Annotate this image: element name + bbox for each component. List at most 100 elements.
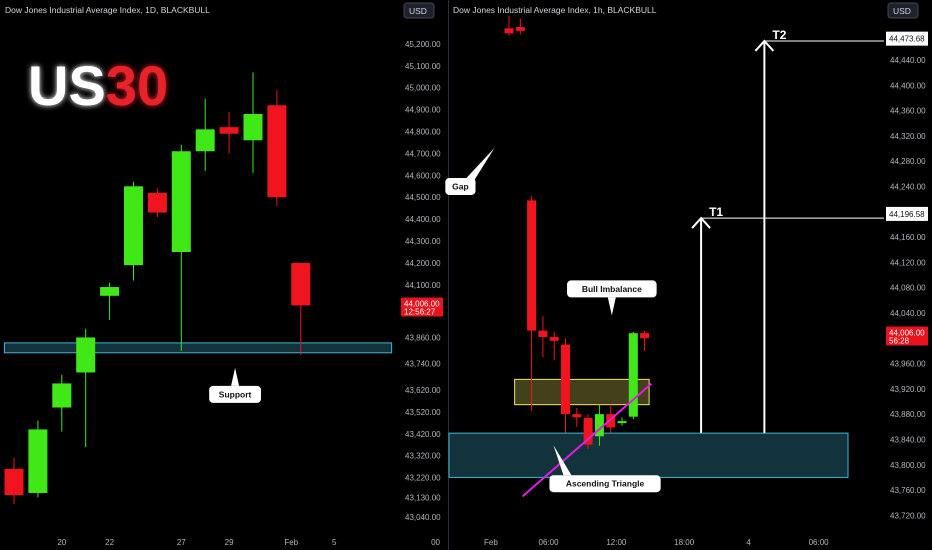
bull-imbalance-callout-box	[567, 280, 657, 298]
candle-body	[628, 333, 638, 417]
t1-level-label-bg	[886, 206, 928, 221]
ascending-triangle-callout-box	[549, 475, 661, 493]
left-currency-button[interactable]: USD	[403, 2, 435, 19]
price-tick-label: 44,040.00	[890, 309, 926, 318]
time-tick-label: 5	[332, 538, 337, 547]
candle-body	[640, 333, 650, 339]
price-tick-label: 44,500.00	[405, 193, 441, 202]
last-price-value: 44,006.00	[889, 328, 925, 337]
time-tick-label: 4	[746, 538, 751, 547]
right-chart-panel[interactable]: Dow Jones Industrial Average Index, 1h, …	[431, 2, 928, 547]
candle-body	[561, 344, 570, 415]
price-tick-label: 43,040.00	[405, 513, 441, 522]
price-tick-label: 43,800.00	[890, 461, 926, 470]
right-currency-label: USD	[893, 6, 911, 16]
price-tick-label: 44,360.00	[890, 107, 926, 116]
support-callout-label: Support	[219, 389, 252, 399]
candle-body	[291, 262, 311, 306]
candle-body	[267, 105, 287, 198]
candle-body	[219, 127, 239, 134]
us30-logo-us: US	[28, 54, 106, 117]
candle-body	[28, 429, 48, 493]
left-time-axis[interactable]: 20 22 27 29 Feb 5	[57, 538, 337, 547]
support-zone	[3, 342, 393, 354]
ascending-triangle-callout-label: Ascending Triangle	[566, 479, 645, 489]
price-tick-label: 44,160.00	[890, 233, 926, 242]
candle-body	[572, 414, 582, 418]
price-tick-label: 45,200.00	[405, 40, 441, 49]
t1-level-label: 44,196.58	[889, 210, 925, 219]
candle-body	[515, 27, 525, 31]
price-tick-label: 44,240.00	[890, 182, 926, 191]
price-tick-label: 43,130.00	[405, 493, 441, 502]
price-tick-label: 44,320.00	[890, 132, 926, 141]
price-tick-label: 43,620.00	[405, 386, 441, 395]
gap-callout-box	[445, 177, 476, 195]
ascending-triangle-zone	[448, 432, 849, 478]
gap-callout-pointer	[466, 147, 495, 180]
price-tick-label: 44,400.00	[890, 81, 926, 90]
candle-body	[4, 468, 24, 496]
right-price-axis[interactable]: 44,440.00 44,400.00 44,360.00 44,320.00 44,2…	[890, 56, 926, 520]
last-price-countdown: 56:28	[889, 336, 910, 345]
price-tick-label: 43,320.00	[405, 452, 441, 461]
time-tick-label: 06:00	[809, 538, 830, 547]
time-tick-label: Feb	[284, 538, 298, 547]
time-tick-label: 12:00	[606, 538, 627, 547]
candle-body	[504, 28, 514, 34]
price-tick-label: 44,800.00	[405, 128, 441, 137]
price-tick-label: 44,100.00	[405, 281, 441, 290]
candle-body	[617, 421, 627, 424]
right-time-axis[interactable]: 00 Feb 06:00 12:00 18:00 4 06:00	[431, 538, 829, 547]
t2-arrow-label: T2	[772, 28, 786, 42]
candle-body	[100, 287, 120, 296]
price-tick-label: 45,000.00	[405, 84, 441, 93]
candle-body	[124, 186, 143, 266]
price-tick-label: 43,880.00	[890, 410, 926, 419]
candle-body	[527, 200, 537, 331]
price-tick-label: 43,420.00	[405, 430, 441, 439]
price-tick-label: 43,960.00	[890, 360, 926, 369]
left-price-axis[interactable]: 45,200.00 45,100.00 45,000.00 44,900.00 44,8…	[405, 40, 441, 522]
price-tick-label: 43,760.00	[890, 486, 926, 495]
last-price-badge-bg	[886, 326, 928, 346]
price-tick-label: 43,860.00	[405, 333, 441, 342]
time-tick-label: Feb	[484, 538, 498, 547]
t2-level-label-bg	[886, 31, 928, 46]
support-callout: Support	[209, 367, 261, 403]
price-tick-label: 43,740.00	[405, 360, 441, 369]
right-currency-button[interactable]: USD	[887, 2, 919, 19]
price-tick-label: 44,120.00	[890, 258, 926, 267]
price-tick-label: 43,920.00	[890, 385, 926, 394]
price-tick-label: 44,440.00	[890, 56, 926, 65]
us30-logo-30: 30	[106, 54, 168, 117]
price-tick-label: 44,400.00	[405, 215, 441, 224]
price-tick-label: 43,720.00	[890, 511, 926, 520]
left-chart-header: Dow Jones Industrial Average Index, 1D, …	[5, 5, 210, 15]
price-tick-label: 45,100.00	[405, 62, 441, 71]
time-tick-label: 29	[225, 538, 234, 547]
imbalance-zone	[514, 378, 650, 406]
bull-imbalance-callout-label: Bull Imbalance	[582, 284, 642, 294]
time-tick-label: 20	[57, 538, 66, 547]
price-tick-label: 44,600.00	[405, 171, 441, 180]
price-tick-label: 43,220.00	[405, 474, 441, 483]
bull-imbalance-callout: Bull Imbalance	[567, 280, 657, 316]
last-price-countdown: 12:56:27	[404, 307, 436, 316]
time-tick-label: 27	[177, 538, 186, 547]
candle-body	[171, 151, 191, 252]
gap-callout: Gap	[445, 147, 495, 195]
price-tick-label: 44,080.00	[890, 284, 926, 293]
price-tick-label: 44,280.00	[890, 157, 926, 166]
left-chart-panel[interactable]: Dow Jones Industrial Average Index, 1D, …	[3, 2, 443, 547]
price-tick-label: 44,700.00	[405, 149, 441, 158]
candle-body	[594, 414, 604, 437]
candle-body	[583, 417, 593, 445]
candle-body	[76, 337, 96, 373]
last-price-badge-bg	[401, 297, 443, 317]
price-tick-label: 43,840.00	[890, 435, 926, 444]
